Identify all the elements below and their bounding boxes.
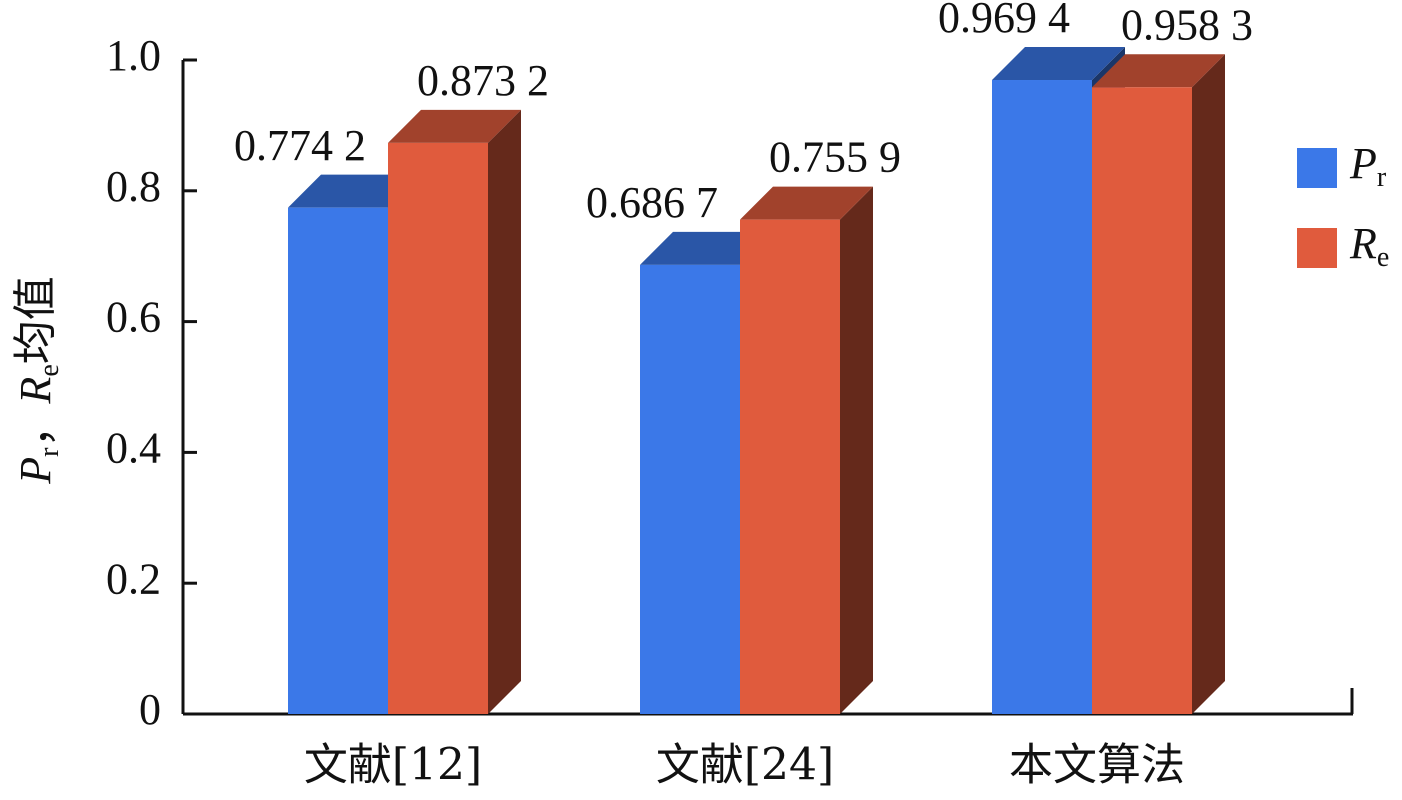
bar-top xyxy=(288,174,421,208)
bar xyxy=(1092,87,1192,715)
bar xyxy=(288,207,388,714)
y-tick-label: 0.4 xyxy=(106,423,161,472)
x-tick-label: 本文算法 xyxy=(1009,740,1185,791)
legend-label: Pr​ xyxy=(1349,139,1387,193)
bar xyxy=(992,80,1092,715)
y-tick-label: 0.6 xyxy=(106,293,161,342)
bar xyxy=(740,219,840,714)
value-label: 0.755 9 xyxy=(769,133,901,182)
bar xyxy=(640,264,740,714)
y-tick-label: 1.0 xyxy=(106,31,161,80)
bar-side xyxy=(1192,54,1225,715)
x-tick-label: 文献[24] xyxy=(656,740,834,791)
y-tick-label: 0.8 xyxy=(106,162,161,211)
bar-top xyxy=(740,186,873,220)
bar-side xyxy=(488,109,521,715)
bar-top xyxy=(640,231,773,265)
y-axis-title: Pr​，Re​均值 xyxy=(11,276,65,485)
value-label: 0.873 2 xyxy=(417,56,549,105)
legend-swatch xyxy=(1297,148,1337,188)
legend-swatch xyxy=(1297,228,1337,268)
bar-top xyxy=(992,47,1125,81)
bar-top xyxy=(388,109,521,143)
value-label: 0.686 7 xyxy=(586,178,718,227)
bar-top xyxy=(1092,54,1225,88)
bar-side xyxy=(840,186,873,714)
y-tick-label: 0.2 xyxy=(106,554,161,603)
x-tick-label: 文献[12] xyxy=(304,740,482,791)
value-label: 0.774 2 xyxy=(234,121,366,170)
legend-label: Re​ xyxy=(1349,219,1389,273)
y-tick-label: 0 xyxy=(139,685,161,734)
value-label: 0.969 4 xyxy=(938,0,1070,42)
bar xyxy=(388,142,488,715)
value-label: 0.958 3 xyxy=(1121,0,1253,49)
